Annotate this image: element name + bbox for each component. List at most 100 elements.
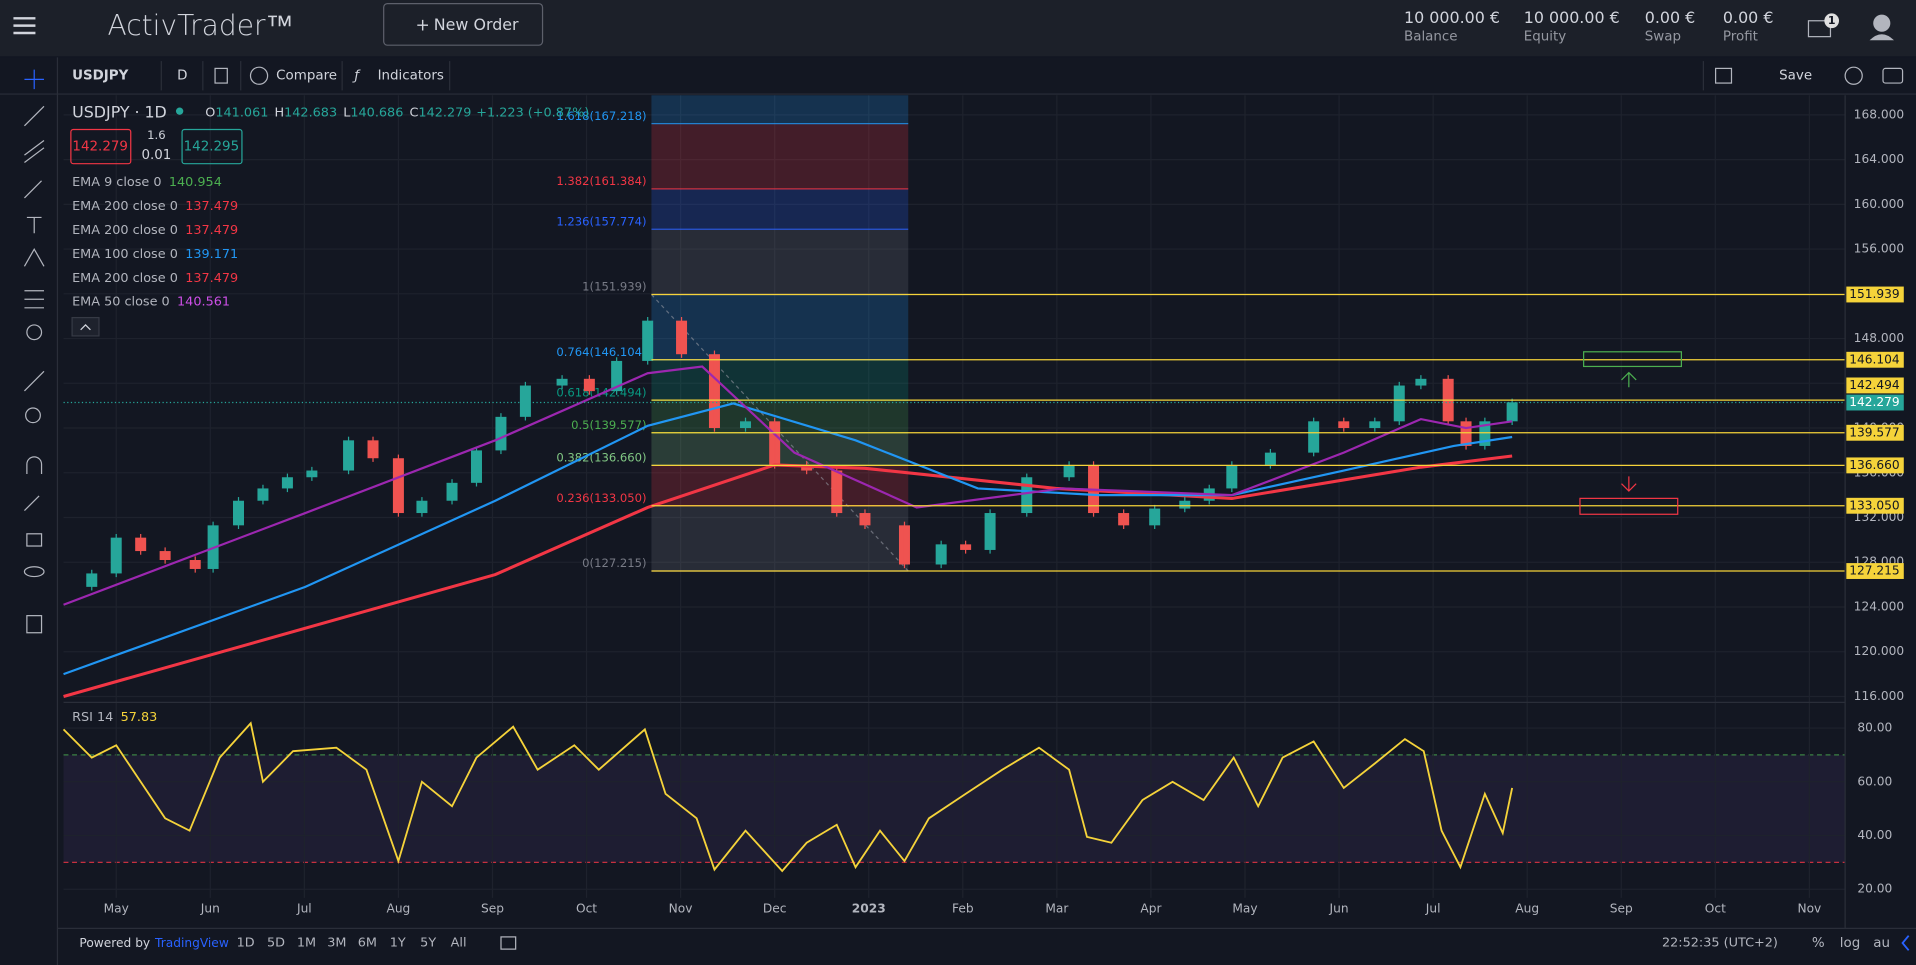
range-button[interactable]: 3M bbox=[327, 936, 346, 951]
new-order-button[interactable] bbox=[383, 3, 544, 46]
spread: 1.6 bbox=[147, 128, 165, 142]
mail-icon[interactable] bbox=[1807, 20, 1832, 38]
range-button[interactable]: 1Y bbox=[390, 936, 406, 951]
level-tag bbox=[1846, 457, 1904, 474]
arrow-down bbox=[1621, 476, 1637, 492]
collapse-button[interactable] bbox=[71, 316, 100, 337]
fib-label: 0.5(139.577) bbox=[571, 418, 646, 432]
last-price-label: 142.279 bbox=[1849, 395, 1899, 409]
fib-zone bbox=[651, 188, 909, 230]
level-tag-label: 127.215 bbox=[1849, 564, 1899, 578]
level-tag-label: 146.104 bbox=[1849, 352, 1900, 366]
indicator-value: 137.479 bbox=[185, 198, 238, 213]
compare-button[interactable]: Compare bbox=[276, 69, 337, 84]
ohlc-key: L bbox=[343, 105, 351, 120]
ohlc-key: H bbox=[274, 105, 284, 120]
y-tick-label: 156.000 bbox=[1854, 242, 1904, 256]
badge bbox=[1824, 13, 1840, 29]
auto-toggle[interactable]: au bbox=[1873, 936, 1890, 951]
camera-icon[interactable] bbox=[1882, 67, 1904, 84]
stat-value: 0.00 € bbox=[1723, 8, 1774, 27]
chart-type-icon[interactable] bbox=[214, 67, 228, 84]
avatar[interactable] bbox=[1873, 14, 1891, 32]
level-tag bbox=[1846, 377, 1904, 394]
toolbar-symbol[interactable]: USDJPY bbox=[72, 69, 129, 84]
legend-interval: 1D bbox=[144, 102, 166, 121]
toolbar-separators bbox=[160, 61, 1704, 91]
ema-line bbox=[63, 454, 1513, 698]
indicator-legend: EMA 200 close 0 137.479 bbox=[72, 270, 238, 285]
ema-line bbox=[63, 402, 1513, 676]
range-button[interactable]: 5D bbox=[267, 936, 285, 951]
date-range-icon[interactable] bbox=[500, 936, 517, 950]
x-tick-label: Feb bbox=[952, 901, 974, 915]
indicator-value: 140.561 bbox=[177, 294, 230, 309]
range-button[interactable]: 5Y bbox=[420, 936, 436, 951]
fib-label: 1(151.939) bbox=[582, 280, 646, 294]
x-tick-label: May bbox=[104, 901, 129, 915]
legend-separator: · bbox=[135, 102, 140, 121]
bid[interactable]: 142.279 bbox=[72, 140, 128, 155]
fib-label: 1.236(157.774) bbox=[556, 214, 646, 228]
x-tick-label: Sep bbox=[481, 901, 504, 915]
settings-icon[interactable] bbox=[1844, 66, 1863, 85]
x-tick-label: Aug bbox=[1515, 901, 1539, 915]
avatar-body bbox=[1869, 34, 1895, 41]
drawing-tools[interactable] bbox=[23, 69, 45, 634]
ohlc-value: 140.686 bbox=[350, 105, 403, 120]
layout-icon[interactable] bbox=[1714, 67, 1733, 84]
new-order-label[interactable]: New Order bbox=[434, 15, 519, 34]
ohlc-value: 142.279 bbox=[418, 105, 471, 120]
ohlc-key: C bbox=[409, 105, 418, 120]
side-arrow[interactable] bbox=[1901, 935, 1910, 951]
fib-zone bbox=[651, 229, 909, 295]
log-toggle[interactable]: log bbox=[1840, 936, 1860, 951]
ask[interactable]: 142.295 bbox=[184, 140, 240, 155]
level-tag bbox=[1846, 497, 1904, 514]
fib-label: 0.236(133.050) bbox=[556, 491, 646, 505]
rsi-tick-label: 60.00 bbox=[1857, 774, 1892, 788]
range-button[interactable]: 6M bbox=[358, 936, 377, 951]
percent-toggle[interactable]: % bbox=[1812, 936, 1825, 951]
rsi-line bbox=[62, 721, 1514, 873]
compare-icon[interactable] bbox=[249, 66, 269, 85]
range-button[interactable]: 1D bbox=[237, 936, 255, 951]
bid-box[interactable] bbox=[70, 128, 132, 165]
fx-icon[interactable]: ƒ bbox=[351, 69, 361, 84]
stat-label: Balance bbox=[1404, 30, 1458, 45]
range-button[interactable]: 1M bbox=[297, 936, 316, 951]
stat-label: Equity bbox=[1524, 30, 1567, 45]
level-tag-label: 136.660 bbox=[1849, 458, 1899, 472]
indicator-legend: EMA 9 close 0 140.954 bbox=[72, 175, 222, 190]
toolbar bbox=[0, 57, 1916, 95]
x-tick-label: Aug bbox=[386, 901, 410, 915]
fib-zone bbox=[651, 95, 909, 124]
x-tick-label: Dec bbox=[763, 901, 787, 915]
toolbar-interval[interactable]: D bbox=[177, 69, 187, 84]
rsi-tick-label: 80.00 bbox=[1857, 721, 1892, 735]
last-price-tag bbox=[1846, 394, 1904, 411]
x-tick-label: Jul bbox=[296, 901, 312, 915]
y-tick-label: 120.000 bbox=[1854, 644, 1904, 658]
level-tag-label: 151.939 bbox=[1849, 287, 1899, 301]
logo: ActivTrader™ bbox=[108, 9, 294, 42]
rsi-tick-label: 20.00 bbox=[1857, 882, 1892, 896]
level-tag bbox=[1846, 563, 1904, 579]
range-button[interactable]: All bbox=[451, 936, 467, 951]
step: 0.01 bbox=[141, 148, 171, 163]
x-tick-label: Jun bbox=[1329, 901, 1349, 915]
indicator-name: EMA 200 close 0 bbox=[72, 198, 178, 213]
x-tick-label: Nov bbox=[1797, 901, 1821, 915]
level-tag-label: 139.577 bbox=[1849, 425, 1899, 439]
level-tag-label: 142.494 bbox=[1849, 378, 1900, 392]
rsi-value: 57.83 bbox=[121, 710, 158, 725]
indicator-legend: EMA 100 close 0 139.171 bbox=[72, 246, 238, 261]
indicators-button[interactable]: Indicators bbox=[378, 69, 444, 84]
level-tag bbox=[1846, 286, 1904, 303]
ohlc-value: 141.061 bbox=[215, 105, 268, 120]
save-button[interactable]: Save bbox=[1779, 69, 1812, 84]
rsi-legend: RSI 14 57.83 bbox=[72, 710, 157, 725]
ask-box[interactable] bbox=[181, 128, 243, 165]
menu-button[interactable] bbox=[13, 17, 36, 35]
